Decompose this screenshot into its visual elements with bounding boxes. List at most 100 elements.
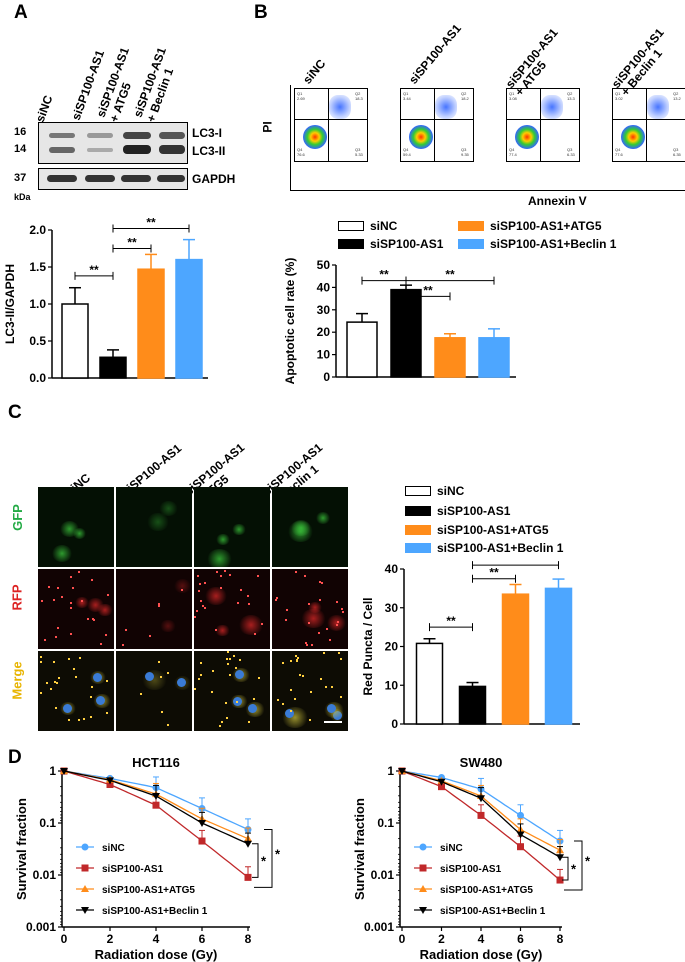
fluorescence-image <box>38 651 114 731</box>
flow-plot: Q1 3.02 Q2 13.2 Q4 77.6 Q3 6.35 <box>612 88 685 162</box>
gapdh-blot <box>38 168 188 190</box>
chart-a-lc3: 0.0 0.5 1.0 1.5 2.0 LC3-II/GAPDH ** ** ** <box>3 216 208 385</box>
data-point <box>152 793 160 801</box>
legend-item: siSP100-AS1 <box>338 236 443 252</box>
fluorescence-image <box>38 487 114 567</box>
data-point <box>438 783 445 791</box>
y-axis-label: Survival fraction <box>352 798 367 900</box>
y-tick-label: 2.0 <box>29 223 46 237</box>
significance-label: ** <box>446 614 456 628</box>
data-point <box>198 837 206 845</box>
quadrant-value: Q3 9.35 <box>461 147 469 157</box>
significance-bracket <box>252 843 259 878</box>
flow-x-axis-label: Annexin V <box>528 194 587 208</box>
quadrant-value: Q4 59.4 <box>403 147 411 157</box>
fluorescence-panel: siNC siSP100-AS1 siSP100-AS1 + ATG5 siSP… <box>0 405 360 740</box>
y-tick-label: 1.0 <box>29 297 46 311</box>
y-tick-label: 10 <box>317 348 331 362</box>
legend-label: siSP100-AS1+Beclin 1 <box>440 906 546 917</box>
flow-plot: Q1 3.08 Q2 13.3 Q4 77.4 Q3 6.33 <box>506 88 580 162</box>
x-tick-label: 4 <box>478 932 485 946</box>
quadrant-value: Q2 13.3 <box>567 91 575 101</box>
significance-label: ** <box>127 236 137 250</box>
legend-item: siSP100-AS1+Beclin 1 <box>405 540 563 556</box>
flow-y-axis-line <box>290 85 291 190</box>
quadrant-value: Q3 6.33 <box>567 147 575 157</box>
legend-label: siSP100-AS1+ATG5 <box>102 885 195 896</box>
legend-marker <box>419 885 427 892</box>
data-point <box>477 795 485 803</box>
row-label-rfp: RFP <box>9 584 25 611</box>
data-point <box>477 811 485 819</box>
legend-c: siNC siSP100-AS1 siSP100-AS1+ATG5 siSP10… <box>405 483 675 563</box>
y-tick-label: 20 <box>317 325 331 339</box>
data-point <box>437 778 446 786</box>
y-tick-label: 10 <box>385 678 399 692</box>
bar <box>175 258 203 379</box>
gapdh-label: GAPDH <box>192 172 236 186</box>
data-point <box>244 840 252 848</box>
data-point <box>60 768 68 775</box>
significance-label: ** <box>445 268 455 282</box>
y-tick-label: 1.5 <box>29 260 46 274</box>
bar <box>99 356 127 379</box>
legend-marker <box>81 907 89 914</box>
quadrant-value: Q1 3.44 <box>403 91 411 101</box>
y-tick-label: 0.1 <box>377 816 394 830</box>
legend-marker <box>81 843 89 851</box>
y-tick-label: 40 <box>385 562 399 576</box>
chart-title: HCT116 <box>132 755 180 770</box>
y-tick-label: 0.0 <box>29 371 46 385</box>
significance-label: * <box>261 854 267 869</box>
quadrant-value: Q1 2.69 <box>297 91 305 101</box>
legend-item: siSP100-AS1+ATG5 <box>458 218 602 234</box>
x-tick-label: 2 <box>107 932 114 946</box>
bar <box>137 268 165 379</box>
quadrant-value: Q4 76.6 <box>297 147 305 157</box>
panel-label-a: A <box>14 2 28 23</box>
chart-title: SW480 <box>460 755 503 770</box>
data-point <box>556 876 564 884</box>
quadrant-value: Q4 77.6 <box>615 147 623 157</box>
quadrant-value: Q2 18.2 <box>461 91 469 101</box>
y-tick-label: 30 <box>385 601 399 615</box>
legend-item: siSP100-AS1+Beclin 1 <box>458 236 616 252</box>
bar <box>458 685 487 725</box>
y-tick-label: 20 <box>385 640 399 654</box>
legend-marker <box>81 864 89 872</box>
x-tick-label: 0 <box>61 932 68 946</box>
quadrant-value: Q3 6.35 <box>673 147 681 157</box>
panel-label-d: D <box>8 747 22 768</box>
legend-item: siSP100-AS1 <box>405 503 510 519</box>
data-point <box>398 768 406 775</box>
legend-item: siNC <box>338 218 397 234</box>
fluorescence-image <box>116 569 192 649</box>
kda-label: kDa <box>14 192 31 202</box>
significance-label: ** <box>489 566 499 580</box>
legend-label: siSP100-AS1 <box>102 864 164 875</box>
fluorescence-image <box>272 651 348 731</box>
bar <box>544 587 573 725</box>
flow-x-axis-line <box>290 190 685 191</box>
legend-label: siSP100-AS1 <box>440 864 502 875</box>
quadrant-value: Q4 77.4 <box>509 147 517 157</box>
marker-14: 14 <box>14 143 27 155</box>
legend-label: siSP100-AS1+ATG5 <box>440 885 533 896</box>
fluorescence-image <box>272 569 348 649</box>
marker-37: 37 <box>14 172 27 184</box>
legend-item: siNC <box>405 483 464 499</box>
y-tick-label: 0.5 <box>29 334 46 348</box>
panel-label-b: B <box>254 2 268 23</box>
significance-label: ** <box>89 263 99 277</box>
western-blot-panel: siNC siSP100-AS1 siSP100-AS1 + ATG5 siSP… <box>0 0 250 202</box>
fluorescence-image <box>272 487 348 567</box>
bar <box>415 642 444 725</box>
data-point <box>198 820 206 827</box>
flow-plot-label: siNC <box>300 56 329 87</box>
flow-y-axis-label: PI <box>260 121 275 133</box>
significance-label: ** <box>511 560 521 566</box>
quadrant-value: Q1 3.08 <box>509 91 517 101</box>
data-point <box>106 781 114 789</box>
significance-label: ** <box>379 268 389 282</box>
legend-item: siSP100-AS1+ATG5 <box>405 522 549 538</box>
